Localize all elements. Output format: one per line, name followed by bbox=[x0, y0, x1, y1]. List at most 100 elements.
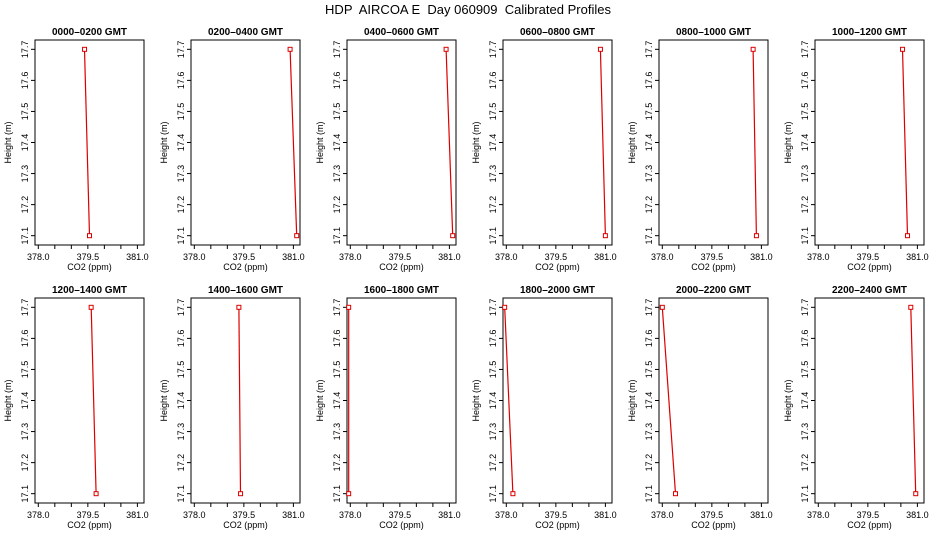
y-tick-label: 17.6 bbox=[176, 330, 186, 348]
y-tick-label: 17.4 bbox=[644, 392, 654, 410]
y-tick-label: 17.4 bbox=[20, 134, 30, 152]
y-tick-label: 17.3 bbox=[644, 423, 654, 441]
x-tick-label: 378.0 bbox=[27, 510, 50, 520]
x-tick-label: 378.0 bbox=[27, 252, 50, 262]
x-tick-label: 378.0 bbox=[651, 252, 674, 262]
x-tick-label: 381.0 bbox=[126, 252, 149, 262]
y-tick-label: 17.5 bbox=[800, 103, 810, 121]
profile-point bbox=[510, 491, 516, 497]
y-tick-label: 17.6 bbox=[488, 330, 498, 348]
y-tick-label: 17.2 bbox=[332, 454, 342, 472]
y-tick-label: 17.4 bbox=[176, 134, 186, 152]
y-tick-label: 17.4 bbox=[800, 134, 810, 152]
panel-title: 0400–0600 GMT bbox=[364, 27, 439, 38]
profile-line bbox=[661, 307, 677, 494]
y-tick-label: 17.7 bbox=[176, 299, 186, 317]
profile-point bbox=[346, 491, 352, 497]
y-tick-label: 17.4 bbox=[800, 392, 810, 410]
profile-point bbox=[904, 233, 910, 239]
profile-point bbox=[450, 233, 456, 239]
y-tick-label: 17.2 bbox=[176, 454, 186, 472]
profile-panel: 0600–0800 GMT 378.0 379.5 381.0 CO2 (ppm) 17.… bbox=[471, 27, 617, 272]
y-tick-label: 17.5 bbox=[332, 103, 342, 121]
y-tick-label: 17.2 bbox=[800, 196, 810, 214]
y-tick-label: 17.4 bbox=[176, 392, 186, 410]
y-tick-label: 17.5 bbox=[332, 361, 342, 379]
profile-point bbox=[88, 304, 94, 310]
plot-frame bbox=[814, 39, 925, 246]
panel-title: 1800–2000 GMT bbox=[520, 285, 595, 296]
y-tick-label: 17.2 bbox=[20, 454, 30, 472]
y-axis-label: Height (m) bbox=[783, 121, 793, 163]
y-tick-label: 17.2 bbox=[488, 454, 498, 472]
profile-panel: 2200–2400 GMT 378.0 379.5 381.0 CO2 (ppm) 17.… bbox=[783, 285, 929, 530]
y-tick-label: 17.7 bbox=[20, 41, 30, 59]
y-tick-label: 17.7 bbox=[800, 41, 810, 59]
profile-panel: 0000–0200 GMT 378.0 379.5 381.0 CO2 (ppm) 17.… bbox=[3, 27, 149, 272]
y-tick-label: 17.7 bbox=[20, 299, 30, 317]
profile-panel: 1200–1400 GMT 378.0 379.5 381.0 CO2 (ppm) 17.… bbox=[3, 285, 149, 530]
y-tick-label: 17.7 bbox=[644, 299, 654, 317]
y-axis-label: Height (m) bbox=[783, 379, 793, 421]
y-tick-label: 17.6 bbox=[20, 72, 30, 90]
profile-line bbox=[83, 49, 91, 236]
y-tick-label: 17.2 bbox=[488, 196, 498, 214]
x-tick-label: 378.0 bbox=[651, 510, 674, 520]
profile-point bbox=[93, 491, 99, 497]
x-tick-label: 381.0 bbox=[282, 252, 305, 262]
profile-point bbox=[346, 304, 352, 310]
profile-panel: 2000–2200 GMT 378.0 379.5 381.0 CO2 (ppm) 17.… bbox=[627, 285, 773, 530]
x-axis-label: CO2 (ppm) bbox=[379, 520, 424, 530]
y-tick-label: 17.6 bbox=[176, 72, 186, 90]
panel-title: 0000–0200 GMT bbox=[52, 27, 127, 38]
y-axis-label: Height (m) bbox=[159, 121, 169, 163]
x-axis-label: CO2 (ppm) bbox=[379, 262, 424, 272]
y-tick-label: 17.7 bbox=[176, 41, 186, 59]
x-axis-label: CO2 (ppm) bbox=[67, 520, 112, 530]
plot-frame bbox=[658, 297, 769, 504]
x-tick-label: 379.5 bbox=[77, 252, 100, 262]
x-axis-label: CO2 (ppm) bbox=[847, 262, 892, 272]
y-tick-label: 17.6 bbox=[488, 72, 498, 90]
profile-line bbox=[289, 49, 298, 236]
x-tick-label: 378.0 bbox=[339, 510, 362, 520]
y-tick-label: 17.1 bbox=[176, 227, 186, 245]
x-tick-label: 381.0 bbox=[750, 252, 773, 262]
y-tick-label: 17.1 bbox=[20, 485, 30, 503]
y-tick-label: 17.3 bbox=[332, 165, 342, 183]
y-tick-label: 17.3 bbox=[176, 423, 186, 441]
y-tick-label: 17.2 bbox=[644, 454, 654, 472]
plot-frame bbox=[502, 297, 613, 504]
y-tick-label: 17.1 bbox=[800, 485, 810, 503]
y-tick-label: 17.6 bbox=[332, 72, 342, 90]
x-tick-label: 378.0 bbox=[807, 510, 830, 520]
y-tick-label: 17.3 bbox=[20, 423, 30, 441]
profile-line bbox=[504, 307, 514, 494]
profile-panel: 1600–1800 GMT 378.0 379.5 381.0 CO2 (ppm) 17.… bbox=[315, 285, 461, 530]
y-tick-label: 17.1 bbox=[644, 227, 654, 245]
x-tick-label: 379.5 bbox=[701, 510, 724, 520]
y-tick-label: 17.5 bbox=[20, 361, 30, 379]
plot-frame bbox=[190, 39, 301, 246]
y-tick-label: 17.2 bbox=[800, 454, 810, 472]
y-tick-label: 17.3 bbox=[800, 423, 810, 441]
y-tick-label: 17.2 bbox=[176, 196, 186, 214]
profile-point bbox=[913, 491, 919, 497]
x-tick-label: 381.0 bbox=[906, 510, 929, 520]
y-axis-label: Height (m) bbox=[3, 379, 13, 421]
x-tick-label: 381.0 bbox=[282, 510, 305, 520]
profile-line bbox=[901, 49, 909, 236]
y-tick-label: 17.4 bbox=[488, 392, 498, 410]
x-tick-label: 378.0 bbox=[339, 252, 362, 262]
y-tick-label: 17.5 bbox=[176, 103, 186, 121]
profile-point bbox=[502, 304, 508, 310]
y-tick-label: 17.3 bbox=[20, 165, 30, 183]
page-title: HDP AIRCOA E Day 060909 Calibrated Profi… bbox=[325, 2, 611, 17]
y-tick-label: 17.3 bbox=[644, 165, 654, 183]
y-tick-label: 17.1 bbox=[332, 485, 342, 503]
x-tick-label: 379.5 bbox=[77, 510, 100, 520]
panel-title: 1400–1600 GMT bbox=[208, 285, 283, 296]
y-axis-label: Height (m) bbox=[471, 379, 481, 421]
x-tick-label: 378.0 bbox=[183, 252, 206, 262]
profile-panel: 0200–0400 GMT 378.0 379.5 381.0 CO2 (ppm) 17.… bbox=[159, 27, 305, 272]
